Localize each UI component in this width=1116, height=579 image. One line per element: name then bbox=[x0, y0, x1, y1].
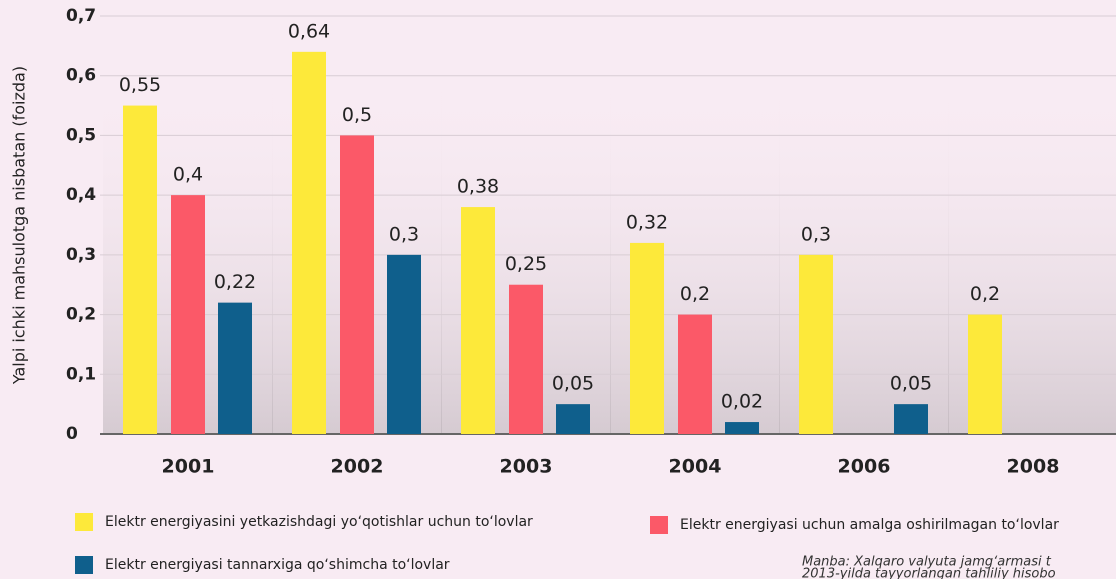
bar bbox=[171, 195, 205, 434]
y-tick-label: 0,2 bbox=[66, 305, 96, 325]
value-label: 0,2 bbox=[970, 283, 1000, 305]
bar bbox=[799, 254, 833, 434]
y-axis-label: Yalpi ichki mahsulotga nisbatan (foizda) bbox=[10, 66, 29, 385]
legend-label: Elektr energiyasini yetkazishdagi yo‘qot… bbox=[105, 514, 533, 530]
source: Manba: Xalqaro valyuta jamg‘armasi t bbox=[802, 555, 1052, 570]
value-label: 0,02 bbox=[721, 391, 763, 413]
bar bbox=[968, 314, 1002, 434]
x-tick-label: 2006 bbox=[838, 456, 891, 478]
bar bbox=[123, 105, 157, 435]
bar bbox=[556, 404, 590, 434]
bar bbox=[678, 314, 712, 434]
y-tick-label: 0,1 bbox=[66, 364, 96, 384]
value-label: 0,5 bbox=[342, 104, 372, 126]
y-tick-label: 0 bbox=[66, 424, 78, 444]
y-tick-label: 0,3 bbox=[66, 245, 96, 265]
bar bbox=[894, 404, 928, 434]
value-label: 0,3 bbox=[801, 223, 831, 245]
bar bbox=[509, 284, 543, 434]
bar bbox=[725, 422, 759, 434]
value-label: 0,05 bbox=[552, 373, 594, 395]
y-tick-label: 0,6 bbox=[66, 66, 96, 86]
legend-swatch bbox=[75, 556, 93, 574]
legend-swatch bbox=[650, 516, 668, 534]
value-label: 0,22 bbox=[214, 271, 256, 293]
bar bbox=[292, 51, 326, 434]
bar bbox=[340, 135, 374, 434]
legend-label: Elektr energiyasi uchun amalga oshirilma… bbox=[680, 517, 1059, 533]
y-tick-label: 0,4 bbox=[66, 185, 96, 205]
value-label: 0,2 bbox=[680, 283, 710, 305]
x-tick-label: 2001 bbox=[162, 456, 215, 478]
source: 2013-yilda tayyorlangan tahliliy hisobo bbox=[802, 567, 1056, 579]
y-tick-label: 0,5 bbox=[66, 125, 96, 145]
x-tick-label: 2003 bbox=[500, 456, 553, 478]
bar bbox=[218, 302, 252, 434]
x-tick-label: 2008 bbox=[1007, 456, 1060, 478]
bar bbox=[387, 254, 421, 434]
bar bbox=[630, 242, 664, 434]
value-label: 0,64 bbox=[288, 20, 330, 42]
value-label: 0,55 bbox=[119, 74, 161, 96]
legend-swatch bbox=[75, 513, 93, 531]
value-label: 0,4 bbox=[173, 164, 203, 186]
value-label: 0,3 bbox=[389, 223, 419, 245]
y-tick-label: 0,7 bbox=[66, 6, 96, 26]
value-label: 0,05 bbox=[890, 373, 932, 395]
x-tick-label: 2002 bbox=[331, 456, 384, 478]
value-label: 0,38 bbox=[457, 176, 499, 198]
x-tick-label: 2004 bbox=[669, 456, 722, 478]
bar bbox=[461, 207, 495, 434]
value-label: 0,32 bbox=[626, 211, 668, 233]
legend-label: Elektr energiyasi tannarxiga qo‘shimcha … bbox=[105, 557, 450, 573]
value-label: 0,25 bbox=[505, 253, 547, 275]
